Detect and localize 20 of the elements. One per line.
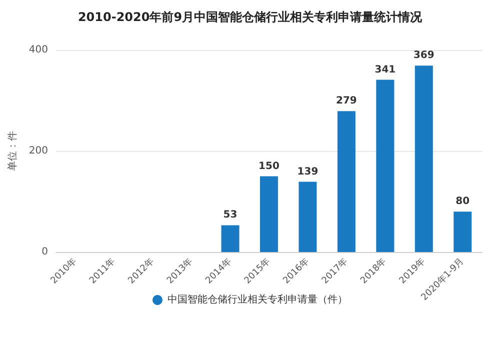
data-label: 150	[258, 160, 280, 172]
bar	[376, 80, 394, 252]
data-label: 369	[413, 50, 434, 62]
chart-title: 2010-2020年前9月中国智能仓储行业相关专利申请量统计情况	[78, 10, 424, 24]
y-tick-label: 0	[42, 246, 48, 258]
bar	[221, 225, 240, 252]
bar	[260, 176, 278, 252]
y-axis-title: 单位：件	[6, 131, 18, 171]
data-label: 341	[374, 64, 396, 76]
data-label: 139	[297, 166, 318, 178]
data-label: 53	[223, 210, 238, 221]
bar	[298, 182, 317, 252]
y-tick-label: 400	[28, 44, 48, 56]
bar	[414, 66, 433, 252]
bar	[454, 212, 472, 252]
y-tick-label: 200	[28, 146, 48, 156]
data-label: 80	[456, 196, 470, 208]
bar	[337, 111, 356, 252]
legend-label: 中国智能仓储行业相关专利申请量（件）	[168, 294, 348, 306]
data-label: 279	[336, 96, 357, 107]
